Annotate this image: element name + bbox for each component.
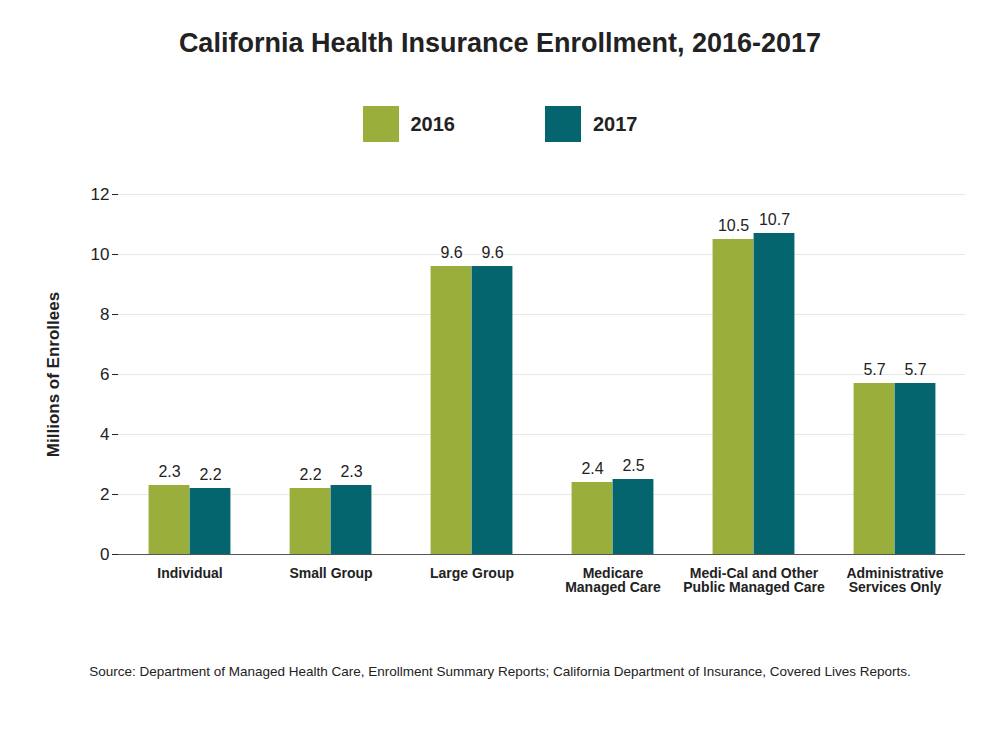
svg-text:MedicareManaged Care: MedicareManaged Care [565, 565, 661, 595]
svg-text:2.2: 2.2 [299, 466, 321, 483]
svg-text:9.6: 9.6 [481, 244, 503, 261]
svg-text:6: 6 [100, 365, 109, 384]
svg-text:10.7: 10.7 [759, 211, 790, 228]
svg-text:2.3: 2.3 [158, 463, 180, 480]
html-text:2016: 2016 [410, 112, 455, 135]
html-text:California Health Insurance En: California Health Insurance Enrollment, … [178, 28, 822, 58]
svg-text:AdministrativeServices Only: AdministrativeServices Only [846, 565, 943, 595]
svg-text:5.7: 5.7 [904, 361, 926, 378]
svg-text:Large Group: Large Group [430, 565, 514, 581]
html-text:2017: 2017 [593, 112, 638, 135]
svg-text:2.5: 2.5 [622, 457, 644, 474]
svg-text:2: 2 [100, 485, 109, 504]
svg-text:Small Group: Small Group [289, 565, 372, 581]
svg-text:10: 10 [91, 245, 110, 264]
svg-text:10.5: 10.5 [718, 217, 749, 234]
svg-text:2.4: 2.4 [581, 460, 603, 477]
svg-text:0: 0 [100, 545, 109, 564]
svg-text:Individual: Individual [157, 565, 222, 581]
svg-text:2.3: 2.3 [340, 463, 362, 480]
html-text:Source: Department of Managed: Source: Department of Managed Health Car… [89, 664, 911, 679]
svg-text:8: 8 [100, 305, 109, 324]
svg-text:Millions of Enrollees: Millions of Enrollees [44, 292, 63, 457]
svg-text:Medi-Cal and OtherPublic Manag: Medi-Cal and OtherPublic Managed Care [683, 565, 825, 595]
svg-text:5.7: 5.7 [863, 361, 885, 378]
svg-text:12: 12 [91, 185, 110, 204]
svg-text:4: 4 [100, 425, 109, 444]
svg-text:2.2: 2.2 [199, 466, 221, 483]
svg-text:9.6: 9.6 [440, 244, 462, 261]
